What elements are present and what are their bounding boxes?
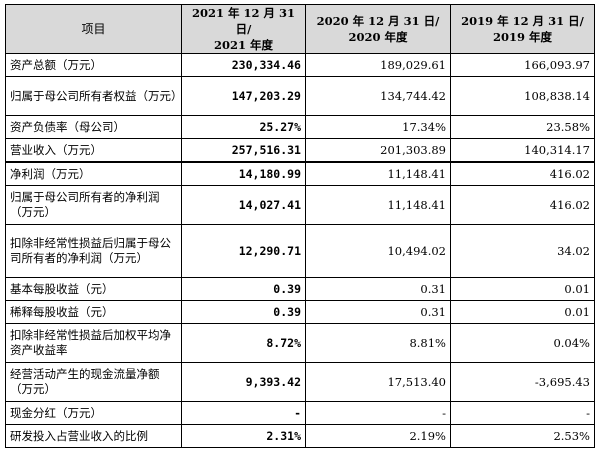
header-2019-line2: 2019 年度 — [492, 30, 552, 44]
header-item: 项目 — [5, 4, 182, 54]
value-2021: 12,290.71 — [181, 224, 306, 278]
header-2019-line1: 2019 年 12 月 31 日/ — [461, 14, 584, 28]
value-2021: 0.39 — [181, 300, 306, 324]
value-2021: 25.27% — [181, 115, 306, 139]
value-2020: 134,744.42 — [305, 76, 451, 116]
value-2020: 17.34% — [305, 115, 451, 139]
value-2019: 0.01 — [450, 277, 595, 301]
header-2021-line2: 2021 年度 — [213, 38, 273, 52]
value-2021: 0.39 — [181, 277, 306, 301]
header-2020: 2020 年 12 月 31 日/ 2020 年度 — [305, 4, 451, 54]
value-2019: -3,695.43 — [450, 362, 595, 402]
table-row: 净利润（万元） 14,180.99 11,148.41 416.02 — [5, 161, 595, 186]
value-2019: 108,838.14 — [450, 76, 595, 116]
value-2021: 9,393.42 — [181, 362, 306, 402]
row-label: 基本每股收益（元） — [5, 277, 182, 301]
value-2021: 147,203.29 — [181, 76, 306, 116]
row-label: 归属于母公司所有者的净利润（万元） — [5, 185, 182, 225]
value-2020: 0.31 — [305, 300, 451, 324]
value-2019: 416.02 — [450, 185, 595, 225]
value-2020: 11,148.41 — [305, 161, 451, 186]
row-label: 扣除非经常性损益后加权平均净资产收益率 — [5, 323, 182, 363]
header-2021: 2021 年 12 月 31 日/ 2021 年度 — [181, 4, 306, 54]
value-2019: - — [450, 401, 595, 425]
value-2019: 0.04% — [450, 323, 595, 363]
header-2019: 2019 年 12 月 31 日/ 2019 年度 — [450, 4, 595, 54]
table-header-row: 项目 2021 年 12 月 31 日/ 2021 年度 2020 年 12 月… — [5, 4, 595, 54]
value-2019: 416.02 — [450, 161, 595, 186]
row-label: 现金分红（万元） — [5, 401, 182, 425]
table-row: 扣除非经常性损益后加权平均净资产收益率 8.72% 8.81% 0.04% — [5, 323, 595, 363]
header-2020-line1: 2020 年 12 月 31 日/ — [316, 14, 440, 28]
financial-data-table: 项目 2021 年 12 月 31 日/ 2021 年度 2020 年 12 月… — [5, 4, 595, 448]
row-label: 净利润（万元） — [5, 161, 182, 186]
row-label: 研发投入占营业收入的比例 — [5, 424, 182, 448]
value-2021: 230,334.46 — [181, 53, 306, 77]
value-2020: 11,148.41 — [305, 185, 451, 225]
value-2020: 0.31 — [305, 277, 451, 301]
value-2020: 189,029.61 — [305, 53, 451, 77]
row-label: 扣除非经常性损益后归属于母公司所有者的净利润（万元） — [5, 224, 182, 278]
row-label: 经营活动产生的现金流量净额（万元） — [5, 362, 182, 402]
table-row: 稀释每股收益（元） 0.39 0.31 0.01 — [5, 300, 595, 324]
value-2019: 0.01 — [450, 300, 595, 324]
row-label: 归属于母公司所有者权益（万元） — [5, 76, 182, 116]
value-2019: 166,093.97 — [450, 53, 595, 77]
header-2021-line1: 2021 年 12 月 31 日/ — [191, 6, 296, 36]
row-label: 资产负债率（母公司） — [5, 115, 182, 139]
value-2021: - — [181, 401, 306, 425]
value-2020: 17,513.40 — [305, 362, 451, 402]
value-2021: 8.72% — [181, 323, 306, 363]
table-row: 归属于母公司所有者的净利润（万元） 14,027.41 11,148.41 41… — [5, 185, 595, 225]
value-2019: 2.53% — [450, 424, 595, 448]
value-2019: 34.02 — [450, 224, 595, 278]
value-2021: 14,027.41 — [181, 185, 306, 225]
value-2020: 2.19% — [305, 424, 451, 448]
table-row: 归属于母公司所有者权益（万元） 147,203.29 134,744.42 10… — [5, 76, 595, 116]
table-row: 资产负债率（母公司） 25.27% 17.34% 23.58% — [5, 115, 595, 139]
header-2020-line2: 2020 年度 — [348, 30, 408, 44]
table-row: 扣除非经常性损益后归属于母公司所有者的净利润（万元） 12,290.71 10,… — [5, 224, 595, 278]
row-label: 稀释每股收益（元） — [5, 300, 182, 324]
value-2020: 201,303.89 — [305, 138, 451, 163]
row-label: 营业收入（万元） — [5, 138, 182, 163]
value-2019: 23.58% — [450, 115, 595, 139]
table-row: 现金分红（万元） - - - — [5, 401, 595, 425]
value-2020: 8.81% — [305, 323, 451, 363]
value-2019: 140,314.17 — [450, 138, 595, 163]
value-2021: 2.31% — [181, 424, 306, 448]
value-2020: - — [305, 401, 451, 425]
value-2020: 10,494.02 — [305, 224, 451, 278]
row-label: 资产总额（万元） — [5, 53, 182, 77]
table-row: 经营活动产生的现金流量净额（万元） 9,393.42 17,513.40 -3,… — [5, 362, 595, 402]
value-2021: 14,180.99 — [181, 161, 306, 186]
table-row: 营业收入（万元） 257,516.31 201,303.89 140,314.1… — [5, 138, 595, 163]
value-2021: 257,516.31 — [181, 138, 306, 163]
table-row: 资产总额（万元） 230,334.46 189,029.61 166,093.9… — [5, 53, 595, 77]
table-row: 研发投入占营业收入的比例 2.31% 2.19% 2.53% — [5, 424, 595, 448]
table-row: 基本每股收益（元） 0.39 0.31 0.01 — [5, 277, 595, 301]
